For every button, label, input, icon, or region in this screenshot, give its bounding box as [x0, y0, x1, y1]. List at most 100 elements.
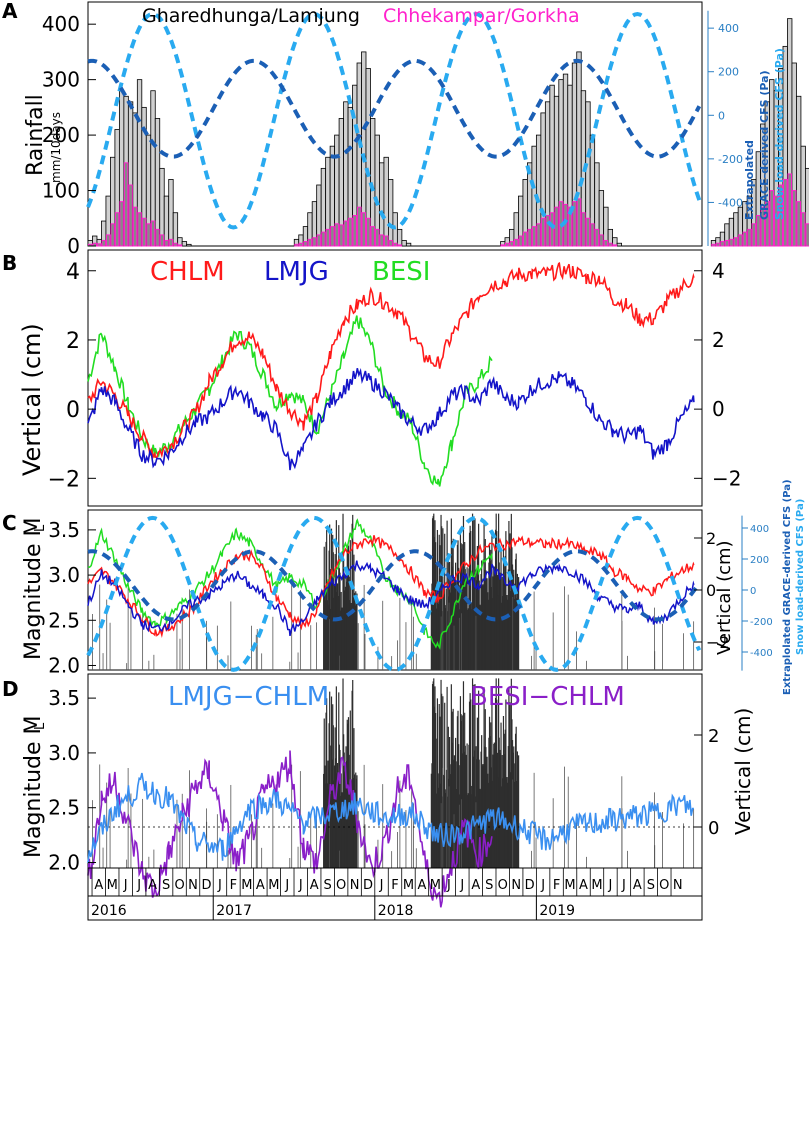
month-label: M [268, 878, 279, 893]
rainfall-bar-gorkha [549, 212, 555, 247]
rainfall-bar-gorkha [751, 223, 757, 247]
month-label: A [471, 878, 480, 893]
rainfall-bar-gorkha [128, 184, 133, 247]
y3tick-label-c: -400 [750, 648, 773, 659]
y3tick-label-c: 400 [750, 524, 769, 535]
ylabel-magnitude-c: Magnitude M [21, 517, 46, 660]
month-label: D [525, 878, 535, 893]
rainfall-bar-gorkha [141, 217, 147, 247]
rainfall-bar-gorkha [105, 234, 111, 247]
y2tick-label-a: -400 [718, 196, 743, 209]
month-label: S [324, 878, 332, 893]
month-label: J [217, 878, 222, 893]
panel-b-frame [87, 249, 703, 507]
ytick-label-a: 0 [67, 234, 80, 258]
y2tick-label-d: 2 [708, 726, 719, 747]
month-label: M [564, 878, 575, 893]
month-label: A [579, 878, 588, 893]
panel-c: C Magnitude M L 2.0 2.5 3.0 3.5 −2 0 2 -400 -20… [2, 479, 806, 695]
rainfall-bar-gorkha [724, 239, 730, 247]
rainfall-bar-gorkha [294, 243, 299, 247]
rainfall-bar-gorkha [747, 228, 752, 247]
rainfall-bar-gorkha [321, 231, 326, 247]
rainfall-bar-gorkha [159, 234, 165, 247]
rainfall-bar-gorkha [383, 235, 389, 247]
rainfall-bar-gorkha [800, 212, 806, 247]
month-label: S [647, 878, 655, 893]
rainfall-bar-gorkha [146, 223, 151, 247]
x-axis-frame [87, 867, 703, 921]
rainfall-bar-gorkha [361, 212, 366, 247]
panel-letter-a: A [2, 0, 18, 23]
rainfall-bar-gorkha [720, 241, 725, 247]
rainfall-bar-gorkha [756, 215, 761, 247]
y3tick-label-c: 200 [750, 555, 769, 566]
year-label: 2016 [91, 903, 127, 919]
rainfall-bar-gorkha [388, 239, 393, 247]
y2label-vertical-d: Vertical (cm) [731, 708, 755, 835]
month-label: J [136, 878, 141, 893]
month-label: J [459, 878, 464, 893]
grace-cfs-curve-c [87, 549, 701, 622]
month-label: M [403, 878, 414, 893]
month-label: F [391, 878, 398, 893]
cfs-curves [86, 11, 702, 230]
ylabel-rainfall-units: mm/10days [49, 112, 63, 183]
panel-letter-c: C [2, 511, 17, 535]
rainfall-bar-gorkha [303, 241, 308, 247]
ylabel-magnitude-d: Magnitude M [21, 715, 46, 858]
rainfall-bar-gorkha [540, 217, 546, 247]
ytick-label-a: 400 [42, 12, 80, 36]
rainfall-bar-gorkha [374, 228, 380, 247]
rainfall-bar-gorkha [581, 212, 586, 247]
ytick-label-a: 100 [42, 179, 80, 203]
y2label-vertical-c: Vertical (cm) [714, 540, 735, 655]
legend-lmjg: LMJG [264, 257, 329, 287]
month-label: O [174, 878, 184, 893]
month-label: M [591, 878, 602, 893]
diff-line-lmjg-chlm [87, 772, 694, 864]
rainfall-bar-gorkha [397, 244, 402, 247]
rainfall-bar-gorkha [343, 220, 349, 247]
rainfall-bar-lamjung [186, 243, 192, 247]
difference-lines-d [87, 750, 694, 908]
rainfall-bar-gorkha [576, 198, 582, 247]
month-label: D [201, 878, 211, 893]
month-label: N [673, 878, 683, 893]
month-label: N [350, 878, 360, 893]
month-label: J [446, 878, 451, 893]
rainfall-bar-gorkha [352, 215, 358, 247]
rainfall-bar-gorkha [379, 234, 384, 247]
panel-letter-d: D [2, 677, 19, 701]
month-label: A [633, 878, 642, 893]
rainfall-bar-gorkha [173, 242, 178, 247]
month-label: M [107, 878, 118, 893]
gps-line-c-chlm [87, 535, 695, 638]
rainfall-bar-lamjung [396, 228, 403, 247]
y2label-extrapolated: Extrapolated [743, 140, 756, 220]
rainfall-bar-gorkha [365, 217, 371, 247]
rainfall-bar-gorkha [599, 234, 604, 247]
month-label: M [241, 878, 252, 893]
ytick-label-a: 200 [42, 123, 80, 147]
rainfall-bar-gorkha [796, 201, 801, 247]
ytick-label-b: 0 [66, 398, 80, 423]
rainfall-bar-gorkha [312, 237, 317, 247]
month-label: A [417, 878, 426, 893]
rainfall-bar-gorkha [307, 238, 313, 247]
rainfall-bar-lamjung [154, 118, 161, 247]
legend-chhekampar: Chhekampar/Gorkha [383, 5, 580, 27]
rainfall-bar-lamjung [405, 242, 412, 247]
rainfall-bar-lamjung [168, 179, 174, 247]
panel-d-yticks: 2.0 2.5 3.0 3.5 [48, 686, 96, 875]
rainfall-bar-gorkha [334, 223, 340, 247]
rainfall-bar-gorkha [123, 162, 129, 247]
snow-cfs-curve-c [86, 515, 702, 672]
rainfall-bar-gorkha [339, 224, 344, 247]
rainfall-bar-lamjung [181, 241, 188, 247]
panel-a-y2ticks: -400 -200 0 200 400 [707, 10, 743, 246]
month-label: O [336, 878, 346, 893]
ytick-label-c: 3.5 [48, 518, 80, 542]
gps-vertical-lines [87, 261, 695, 487]
